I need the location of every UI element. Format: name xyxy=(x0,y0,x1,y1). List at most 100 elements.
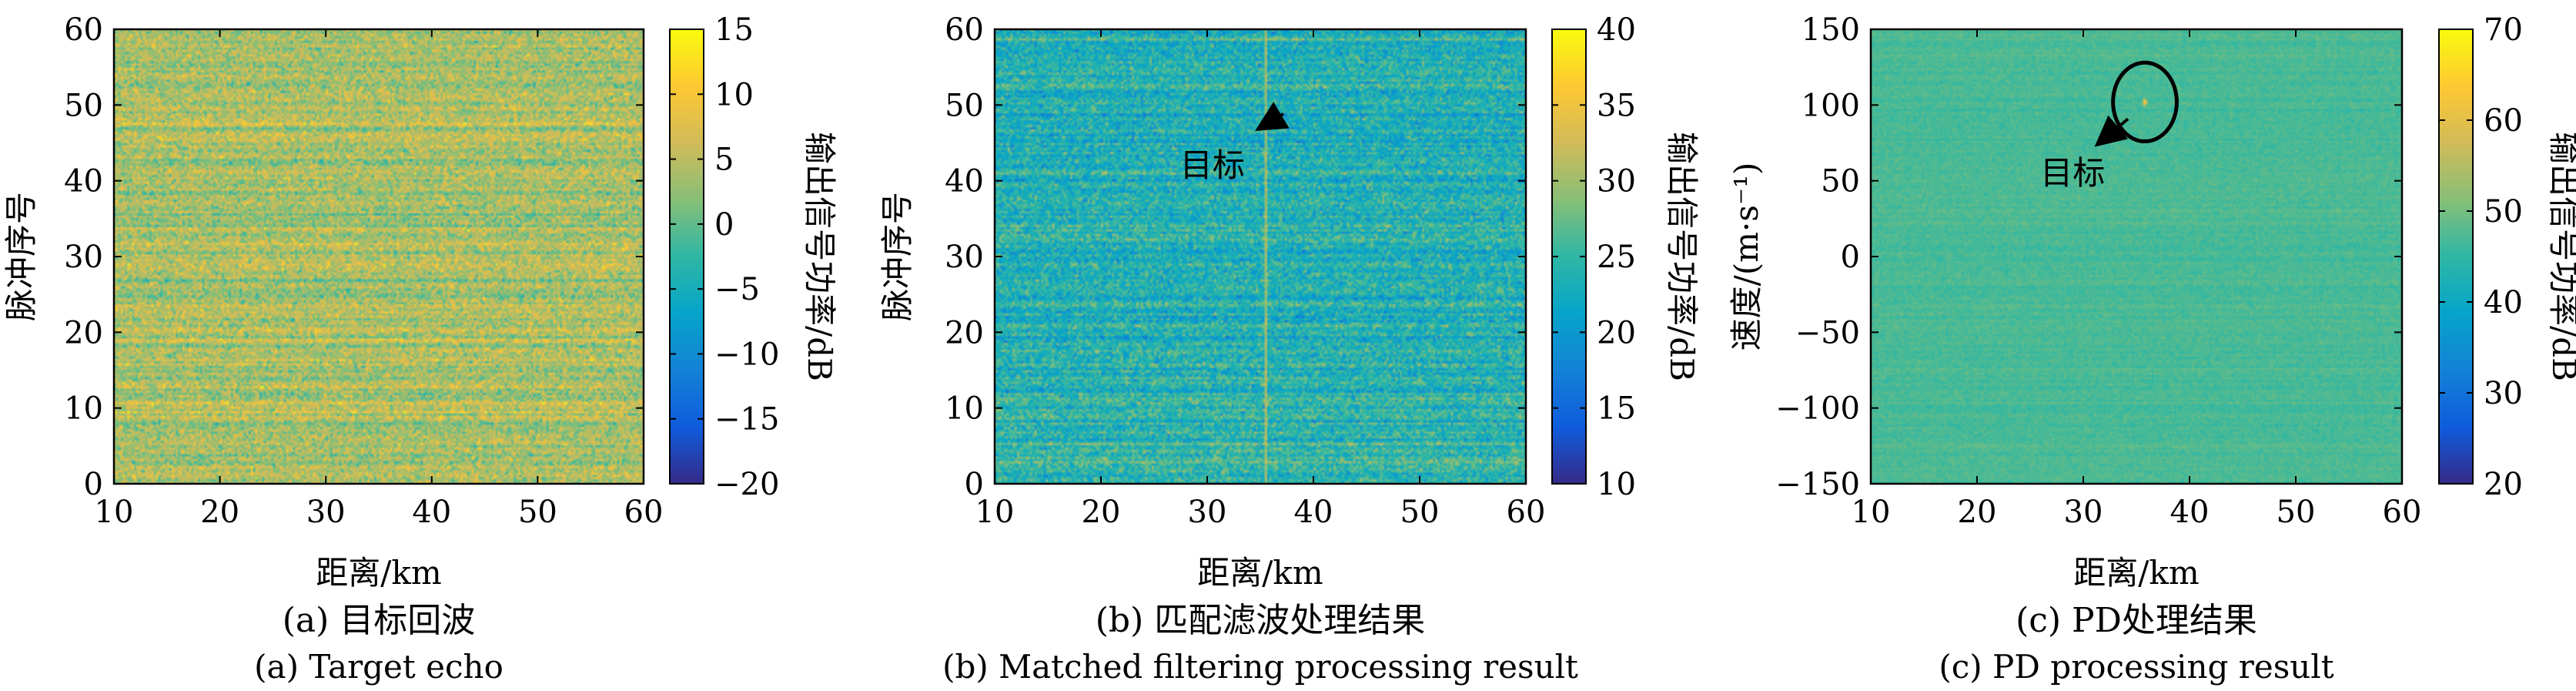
y-tick-label: 10 xyxy=(945,391,984,427)
x-tick-label: 50 xyxy=(1400,495,1440,530)
y-tick-label: 0 xyxy=(84,467,103,502)
x-tick-label: 20 xyxy=(1958,495,1997,530)
colorbar-tick-label: 40 xyxy=(1597,12,1636,48)
x-tick-label: 10 xyxy=(1852,495,1891,530)
colorbar-tick-label: 30 xyxy=(2484,376,2523,411)
annotation-layer-b: 目标 xyxy=(1180,102,1290,184)
x-ticks-b: 10 20 30 40 50 60 xyxy=(975,29,1546,530)
y-ticks-c: −150 −100 −50 0 50 100 150 xyxy=(1775,12,2402,502)
x-tick-label: 60 xyxy=(624,495,664,530)
caption-cn-c: (c) PD处理结果 xyxy=(2016,601,2257,640)
caption-en-a: (a) Target echo xyxy=(254,648,503,686)
colorbar-ticks-a: −20 −15 −10 −5 0 5 10 15 xyxy=(670,12,779,502)
colorbar-tick-label: 40 xyxy=(2484,285,2523,320)
x-tick-label: 50 xyxy=(2277,495,2316,530)
panel-c: 目标 10 20 30 40 50 60 −150 −100 −50 0 50 100 150 速度/… xyxy=(1728,12,2576,686)
colorbar-ticks-c: 20 30 40 50 60 70 xyxy=(2439,12,2523,502)
ylabel-c: 速度/(m·s⁻¹) xyxy=(1728,163,1765,351)
colorbar-tick-label: 10 xyxy=(714,77,754,112)
y-ticks-b: 0 10 20 30 40 50 60 xyxy=(945,12,1526,502)
colorbar-tick-label: 20 xyxy=(1597,315,1636,351)
ylabel-b: 脉冲序号 xyxy=(878,192,916,321)
caption-en-b: (b) Matched filtering processing result xyxy=(942,648,1578,686)
y-tick-label: 60 xyxy=(945,12,984,48)
y-tick-label: −100 xyxy=(1775,391,1860,427)
x-ticks-a: 10 20 30 40 50 60 xyxy=(95,29,664,530)
colorbar-c xyxy=(2438,29,2474,485)
y-tick-label: 0 xyxy=(965,467,984,502)
colorbar-tick-label: 35 xyxy=(1597,88,1636,123)
xlabel-c: 距离/km xyxy=(2073,554,2199,592)
x-tick-label: 50 xyxy=(518,495,557,530)
target-arrow xyxy=(1255,102,1290,131)
y-tick-label: −50 xyxy=(1795,315,1860,351)
colorbar-tick-label: −5 xyxy=(714,272,760,307)
colorbar-tick-label: 50 xyxy=(2484,194,2523,230)
y-tick-label: 30 xyxy=(64,240,103,275)
x-tick-label: 20 xyxy=(200,495,239,530)
colorbar-tick-label: 15 xyxy=(714,12,754,48)
y-tick-label: 0 xyxy=(1841,240,1860,275)
colorbar-tick-label: 30 xyxy=(1597,164,1636,200)
y-tick-label: 30 xyxy=(945,240,984,275)
x-tick-label: 10 xyxy=(95,495,134,530)
y-tick-label: −150 xyxy=(1775,467,1860,502)
annotation-layer-c: 目标 xyxy=(2040,60,2179,192)
colorbar-tick-label: 60 xyxy=(2484,103,2523,139)
y-tick-label: 100 xyxy=(1802,88,1860,123)
caption-en-c: (c) PD processing result xyxy=(1939,648,2333,686)
caption-cn-a: (a) 目标回波 xyxy=(283,601,476,640)
colorbar-tick-label: −15 xyxy=(714,402,779,438)
y-tick-label: 50 xyxy=(64,88,103,123)
target-circle xyxy=(2111,60,2179,144)
target-arrow xyxy=(2094,115,2129,147)
colorbar-tick-label: 25 xyxy=(1597,240,1636,275)
target-label: 目标 xyxy=(2040,154,2105,192)
colorbar-tick-label: 5 xyxy=(714,143,734,178)
colorbar-tick-label: 70 xyxy=(2484,12,2523,48)
x-tick-label: 60 xyxy=(1507,495,1546,530)
x-tick-label: 10 xyxy=(975,495,1015,530)
target-label: 目标 xyxy=(1180,146,1245,184)
colorbar-label-c: 输出信号功率/dB xyxy=(2545,132,2576,381)
y-tick-label: 150 xyxy=(1802,12,1860,48)
y-tick-label: 50 xyxy=(1821,164,1860,200)
x-tick-label: 20 xyxy=(1082,495,1121,530)
y-tick-label: 50 xyxy=(945,88,984,123)
y-tick-label: 40 xyxy=(945,164,984,200)
heatmap-field-b xyxy=(995,29,1526,484)
caption-cn-b: (b) 匹配滤波处理结果 xyxy=(1096,601,1425,640)
colorbar-tick-label: 20 xyxy=(2484,467,2523,502)
x-tick-label: 30 xyxy=(306,495,346,530)
colorbar-ticks-b: 10 15 20 25 30 35 40 xyxy=(1552,12,1636,502)
ylabel-a: 脉冲序号 xyxy=(2,192,40,321)
y-tick-label: 60 xyxy=(64,12,103,48)
y-tick-label: 10 xyxy=(64,391,103,427)
xlabel-b: 距离/km xyxy=(1197,554,1323,592)
heatmap-field-c xyxy=(1871,29,2402,484)
colorbar-a xyxy=(669,29,704,485)
colorbar-label-a: 输出信号功率/dB xyxy=(801,132,838,381)
colorbar-tick-label: 15 xyxy=(1597,391,1636,427)
colorbar-tick-label: 10 xyxy=(1597,467,1636,502)
colorbar-tick-label: −20 xyxy=(714,467,779,502)
x-tick-label: 30 xyxy=(2064,495,2103,530)
colorbar-label-b: 输出信号功率/dB xyxy=(1663,132,1701,381)
x-tick-label: 40 xyxy=(1294,495,1333,530)
xlabel-a: 距离/km xyxy=(316,554,441,592)
x-tick-label: 60 xyxy=(2383,495,2422,530)
y-tick-label: 20 xyxy=(64,315,103,351)
x-tick-label: 40 xyxy=(412,495,451,530)
colorbar-tick-label: −10 xyxy=(714,337,779,372)
x-tick-label: 40 xyxy=(2170,495,2210,530)
x-tick-label: 30 xyxy=(1188,495,1227,530)
colorbar-tick-label: 0 xyxy=(714,207,734,243)
heatmap-field-a xyxy=(114,29,644,484)
y-ticks-a: 0 10 20 30 40 50 60 xyxy=(64,12,644,502)
x-ticks-c: 10 20 30 40 50 60 xyxy=(1852,29,2422,530)
y-tick-label: 40 xyxy=(64,164,103,200)
y-tick-label: 20 xyxy=(945,315,984,351)
